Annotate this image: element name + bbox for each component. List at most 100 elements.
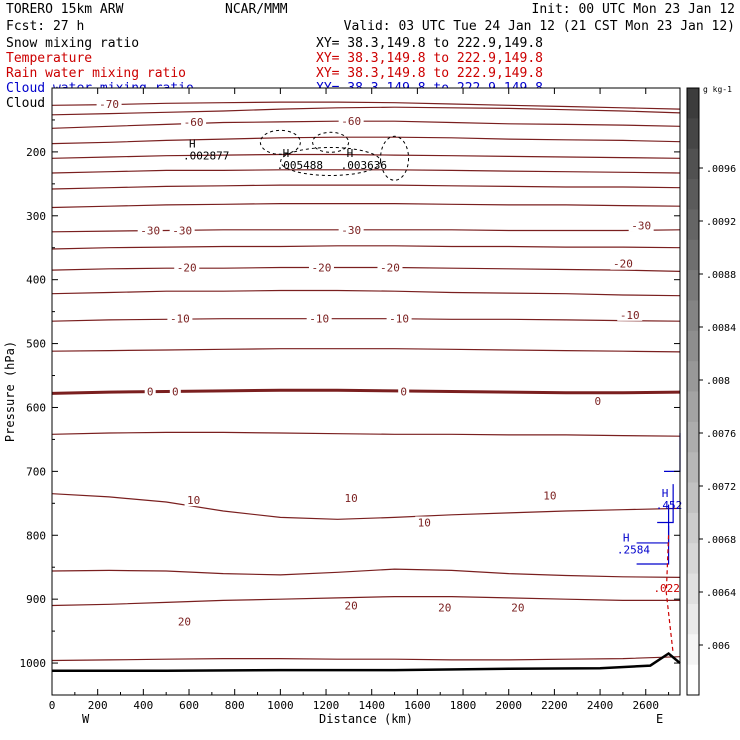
colorbar-swatch (687, 361, 699, 392)
isotherm-label: 10 (187, 494, 200, 507)
colorbar-swatch (687, 664, 699, 696)
x-axis-title: Distance (km) (319, 712, 413, 726)
isotherm-line (51, 266, 681, 272)
x-tick-label: 2600 (632, 699, 659, 712)
isotherm-line (51, 431, 681, 437)
colorbar-swatch (687, 270, 699, 301)
colorbar-swatch (687, 391, 699, 423)
colorbar: g kg-1 .0096 .0092 .0088 .0084 .008 .0076 .0072… (686, 85, 736, 696)
legend-xy: XY= 38.3,149.8 to 222.9,149.8 (316, 66, 543, 81)
isotherm-line (51, 106, 681, 116)
cloud-ice-contour (280, 146, 382, 176)
isotherm-line (51, 318, 681, 322)
init-time: Init: 00 UTC Mon 23 Jan 12 (532, 2, 736, 17)
isotherm-line (51, 289, 681, 297)
cloud-ice-contour (380, 135, 410, 181)
isotherm-label: -10 (620, 309, 640, 322)
isotherm-label-bg (308, 261, 334, 274)
y-tick-label: 800 (26, 529, 46, 542)
isotherm-label: -60 (341, 115, 361, 128)
isotherm-label-bg (610, 257, 636, 270)
x-tick-label: 800 (225, 699, 245, 712)
x-tick-label: 1200 (313, 699, 340, 712)
legend-xy: XY= 38.3,149.8 to 222.9,149.8 (316, 51, 543, 66)
isotherm-label-bg (386, 312, 412, 325)
cloud-ice-contour (312, 131, 350, 153)
isotherm-label: 10 (543, 490, 556, 503)
colorbar-swatch (687, 482, 699, 514)
x-tick-label: 0 (49, 699, 56, 712)
isotherm-label: -20 (613, 258, 633, 271)
x-tick-label: 1400 (358, 699, 385, 712)
isotherm-label-bg (338, 115, 364, 128)
isotherm-line (51, 348, 681, 353)
isotherm-label-bg (306, 312, 332, 325)
colorbar-tick-label: .006 (706, 641, 730, 652)
isotherm-label: 0 (400, 386, 407, 399)
isotherm-line (51, 184, 681, 190)
isotherm-line (51, 203, 681, 209)
y-tick-label: 400 (26, 274, 46, 287)
colorbar-tick-label: .0076 (706, 429, 736, 440)
isotherm-line (51, 120, 681, 129)
colorbar-tick-label: .0064 (706, 588, 736, 599)
axes: 0 200 400 600 800 1000 1200 1400 1600 1800 2000 220… (3, 87, 681, 726)
isotherm-label-bg (169, 224, 195, 237)
isotherm-label: -30 (172, 224, 192, 237)
isotherm-label-bg (592, 395, 604, 408)
colorbar-swatch (687, 88, 699, 119)
isotherm-line (51, 388, 681, 395)
y-tick-label: 500 (26, 338, 46, 351)
forecast-hour: Fcst: 27 h (6, 19, 84, 34)
y-axis-title: Pressure (hPa) (3, 341, 17, 442)
max-marker: H (347, 147, 354, 160)
isotherm-label-bg (175, 615, 194, 628)
colorbar-tick-label: .0096 (706, 164, 736, 175)
isotherm-label-bg (628, 219, 654, 232)
legend-xy: XY= 38.3,149.8 to 222.9,149.8 (316, 36, 543, 51)
legend-entry: Rain water mixing ratio (6, 66, 186, 81)
isotherm-label: 10 (345, 492, 358, 505)
colorbar-swatch (687, 330, 699, 362)
plot-area: -70 -60 -60 -30 -30 -30 -30 -20 -20 -20 -20 -10 -10 -… (51, 88, 682, 695)
isotherm-label: 0 (172, 386, 179, 399)
y-tick-label: 1000 (20, 657, 47, 670)
x-tick-label: 200 (88, 699, 108, 712)
terrain-line (52, 651, 681, 672)
y-tick-label: 900 (26, 593, 46, 606)
isotherm-label: -20 (177, 262, 197, 275)
colorbar-tick-label: .0092 (706, 217, 736, 228)
isotherm-label-bg (415, 516, 434, 529)
cloud-water-contour (657, 484, 674, 524)
isotherm-label: -30 (341, 224, 361, 237)
isotherm-line (51, 245, 681, 250)
colorbar-swatch (687, 452, 699, 484)
isotherm-line (51, 596, 680, 607)
rain-water-contour (665, 535, 674, 654)
isotherm-label: -10 (389, 313, 409, 326)
colorbar-tick-label: .0072 (706, 482, 736, 493)
isotherm-label-bg (96, 97, 122, 110)
colorbar-swatch (687, 573, 699, 605)
valid-time: Valid: 03 UTC Tue 24 Jan 12 (21 CST Mon … (344, 19, 735, 34)
isotherm-label: 0 (594, 395, 601, 408)
isotherm-label: -10 (170, 313, 190, 326)
colorbar-swatch (687, 300, 699, 332)
isotherm-label-bg (169, 385, 181, 398)
isotherm-line (51, 568, 681, 578)
isotherm-label: -30 (631, 219, 651, 232)
colorbar-tick-label: .0088 (706, 270, 736, 281)
colorbar-swatch (687, 118, 699, 150)
y-tick-label: 200 (26, 146, 46, 159)
isotherm-label-bg (144, 385, 156, 398)
colorbar-swatch (687, 512, 699, 544)
org-title: NCAR/MMM (225, 2, 288, 17)
colorbar-tick-label: .0084 (706, 323, 736, 334)
isotherm-label: -30 (140, 224, 160, 237)
isotherm-label: -20 (312, 262, 332, 275)
isotherm-line (51, 169, 681, 174)
isotherm-label: 20 (511, 601, 524, 614)
isotherm-label: 10 (418, 516, 431, 529)
max-value: .003636 (341, 159, 387, 172)
max-marker: H (283, 147, 290, 160)
